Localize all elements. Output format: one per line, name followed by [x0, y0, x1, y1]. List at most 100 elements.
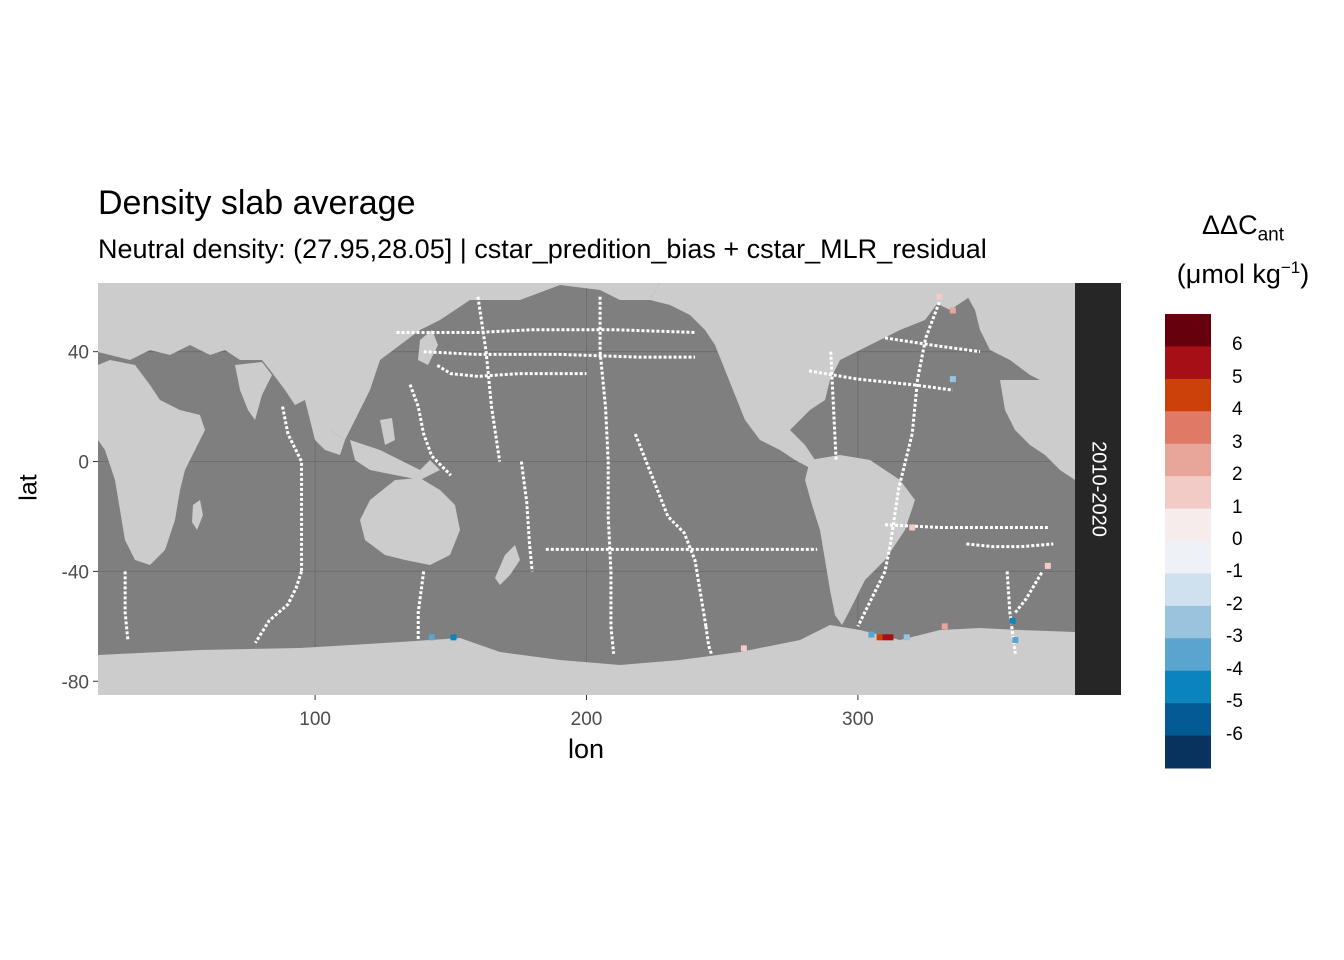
x-axis-label: lon [567, 734, 605, 764]
legend-swatch [1165, 541, 1211, 574]
land-south-america [805, 455, 915, 625]
highlight-cell [876, 634, 883, 641]
track-line [704, 626, 713, 655]
highlight-cell [868, 631, 875, 638]
legend-label: 4 [1232, 399, 1243, 421]
track-line [408, 384, 452, 477]
observation-tracks [123, 296, 1054, 655]
legend-title-main: ΔΔC [1202, 210, 1258, 240]
track-line [476, 296, 502, 462]
track-line [633, 433, 708, 627]
legend-swatch [1165, 346, 1211, 380]
legend-swatch [1165, 573, 1211, 607]
highlight-cell [903, 634, 910, 641]
legend-title: ΔΔCant (μmol kg−1) [1158, 210, 1328, 290]
legend-label: -6 [1226, 723, 1243, 745]
track-line [856, 570, 887, 627]
legend-label: 5 [1232, 366, 1243, 388]
highlight-cell [936, 293, 943, 300]
chart-subtitle: Neutral density: (27.95,28.05] | cstar_p… [98, 234, 987, 264]
land-north-america [650, 283, 1075, 468]
legend-unit-close: ) [1300, 259, 1310, 290]
land-europe [960, 283, 1075, 385]
land-africa-east [1000, 380, 1075, 480]
track-line [598, 296, 610, 517]
y-tick-label: 40 [68, 343, 89, 364]
highlight-cell [428, 634, 435, 641]
land-japan [418, 330, 438, 365]
y-tick-label: -40 [62, 562, 89, 583]
highlight-cell [949, 307, 956, 314]
highlight-cell [882, 634, 889, 641]
highlight-cell [450, 634, 457, 641]
land-new-zealand [495, 545, 520, 585]
legend-swatch [1165, 443, 1211, 477]
x-tick-label: 300 [842, 709, 874, 730]
legend-label: 3 [1232, 431, 1243, 453]
legend-colorbar [1165, 314, 1211, 769]
track-line [883, 433, 914, 572]
legend-label: -4 [1226, 658, 1243, 680]
y-axis-label: lat [14, 474, 43, 501]
track-line [1014, 570, 1044, 614]
track-line [423, 350, 696, 359]
chart-title: Density slab average [98, 184, 416, 222]
highlight-cell [1012, 637, 1019, 644]
track-line [966, 542, 1054, 549]
legend-swatch [1165, 605, 1211, 639]
highlight-cell [740, 645, 747, 652]
track-line [829, 351, 838, 462]
legend-label: 2 [1232, 464, 1243, 486]
legend-unit: (μmol kg−1) [1158, 258, 1328, 290]
x-tick-label: 200 [571, 709, 603, 730]
track-line [396, 328, 696, 334]
legend-unit-open: (μmol kg [1176, 259, 1281, 290]
highlight-cell [909, 524, 916, 531]
legend-title-sub: ant [1257, 224, 1284, 246]
land-eurasia [98, 283, 660, 440]
legend-swatch [1165, 476, 1211, 510]
land-greenland [880, 285, 940, 330]
legend-swatch [1165, 670, 1211, 704]
gridlines [98, 283, 1075, 695]
bias-highlights [428, 293, 1051, 652]
land-australia [360, 478, 460, 565]
y-tick-label: -80 [62, 672, 89, 693]
land-southeast-asia [305, 400, 440, 480]
legend-swatch [1165, 735, 1211, 769]
track-line [910, 301, 941, 435]
highlight-cell [1009, 617, 1016, 624]
track-line [416, 571, 426, 641]
land-madagascar [192, 500, 203, 530]
track-line [1005, 571, 1017, 654]
legend-label: -2 [1226, 593, 1243, 615]
track-line [281, 406, 304, 572]
land-africa [98, 360, 205, 565]
x-tick-label: 100 [299, 709, 331, 730]
legend-swatch [1165, 638, 1211, 672]
track-line [808, 369, 954, 392]
highlight-cell [941, 623, 948, 630]
legend-swatch [1165, 314, 1211, 347]
track-line [123, 571, 130, 641]
legend-label: 1 [1232, 496, 1243, 518]
highlight-cell [949, 376, 956, 383]
track-line [519, 461, 534, 572]
highlight-cell [1044, 562, 1051, 569]
land-india [235, 362, 272, 420]
legend-label: 0 [1232, 529, 1243, 550]
facet-strip [1075, 283, 1121, 695]
legend-swatch [1165, 703, 1211, 737]
track-line [254, 570, 303, 644]
facet-label: 2010-2020 [1088, 441, 1110, 537]
legend-label: -3 [1226, 626, 1243, 648]
track-line [884, 336, 981, 354]
legend-unit-sup: −1 [1280, 258, 1301, 278]
land-masses [98, 283, 1075, 695]
legend-swatch [1165, 378, 1211, 412]
legend-label: 6 [1232, 334, 1243, 356]
land-antarctica [98, 625, 1075, 695]
legend-label: -5 [1226, 691, 1243, 713]
